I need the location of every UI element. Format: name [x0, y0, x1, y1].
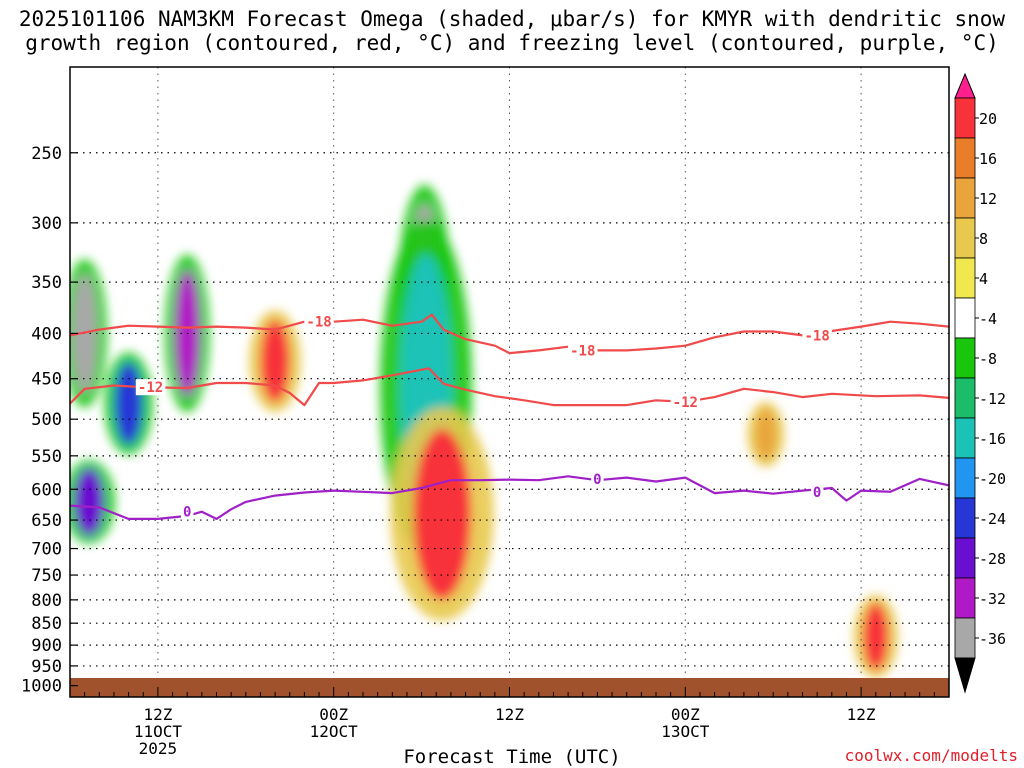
contour-label: -18 — [570, 343, 595, 359]
colorbar-label: 20 — [979, 110, 997, 128]
time-tick-label: 12Z — [495, 705, 524, 724]
omega-shading — [70, 184, 898, 679]
omega-cell — [260, 320, 290, 402]
contour-label-bg — [810, 483, 824, 500]
colorbar-label: -28 — [979, 550, 1006, 568]
omega-cell — [863, 603, 889, 670]
pressure-tick-label: 850 — [31, 614, 62, 634]
colorbar-label: 16 — [979, 150, 997, 168]
contour-line — [70, 367, 949, 407]
colorbar-top-arrow — [954, 72, 976, 99]
contour-label-bg — [670, 393, 701, 410]
contour-label: -12 — [138, 380, 163, 396]
pressure-tick-label: 800 — [31, 591, 62, 611]
pressure-tick-label: 450 — [31, 370, 62, 390]
colorbar-swatch — [954, 337, 976, 379]
omega-cell — [74, 468, 104, 536]
pressure-tick-label: 550 — [31, 447, 62, 467]
omega-cell — [413, 428, 471, 600]
time-tick-label: 00Z — [319, 705, 348, 724]
colorbar-swatch — [954, 257, 976, 299]
time-tick-label: 13OCT — [661, 722, 710, 741]
time-tick-label: 12OCT — [310, 722, 359, 741]
colorbar-label: -8 — [979, 350, 997, 368]
plot-area: -18 -18 -18 -12 -12 0 0 0 — [69, 66, 950, 698]
contour-label-bg — [802, 327, 832, 344]
pressure-tick-label: 300 — [31, 214, 62, 234]
colorbar-swatch — [954, 97, 976, 139]
colorbar-label: -12 — [979, 390, 1006, 408]
pressure-tick-label: 700 — [31, 540, 62, 560]
colorbar-swatch — [954, 177, 976, 219]
contour-label: -18 — [306, 315, 331, 331]
colorbar-swatch — [954, 217, 976, 259]
colorbar-label: -16 — [979, 430, 1006, 448]
pressure-tick-label: 600 — [31, 480, 62, 500]
colorbar-swatch — [954, 497, 976, 539]
time-tick-label: 11OCT — [134, 722, 183, 741]
chart-title-line-2: growth region (contoured, red, °C) and f… — [25, 31, 999, 55]
contour-label: 0 — [813, 485, 821, 501]
colorbar-swatch — [954, 457, 976, 499]
colorbar-swatch — [954, 297, 976, 339]
colorbar-swatch — [954, 137, 976, 179]
contour-label: 0 — [593, 472, 601, 488]
contour-label-bg — [591, 470, 604, 487]
contour-label-bg — [135, 379, 166, 396]
colorbar-swatch — [954, 537, 976, 579]
grid-lines — [70, 67, 949, 697]
colorbar: 20 16 12 8 4 -4 -8 -12 -16 -20 -24 -28 -32 -36 — [954, 72, 1006, 694]
pressure-tick-label: 900 — [31, 636, 62, 656]
website-credit: coolwx.com/modelts — [844, 746, 1018, 765]
time-tick-label: 12Z — [143, 705, 172, 724]
time-tick-label: 2025 — [139, 739, 178, 758]
pressure-tick-label: 350 — [31, 273, 62, 293]
contour-label: -18 — [805, 328, 830, 344]
contour-label: 0 — [183, 505, 191, 521]
contour-line — [70, 313, 949, 355]
omega-cell — [755, 408, 777, 461]
time-tick-label: 12Z — [847, 705, 876, 724]
time-tick-label: 00Z — [671, 705, 700, 724]
pressure-axis: 2503003504004505005506006507007508008509… — [21, 144, 78, 697]
colorbar-label: -4 — [979, 310, 997, 328]
pressure-tick-label: 250 — [31, 144, 62, 164]
contour-label-bg — [568, 342, 598, 359]
colorbar-swatch — [954, 417, 976, 459]
colorbar-swatch — [954, 577, 976, 619]
contour-label-bg — [180, 503, 194, 520]
pressure-tick-label: 650 — [31, 511, 62, 531]
colorbar-swatch — [954, 377, 976, 419]
pressure-tick-label: 1000 — [21, 677, 62, 697]
contour-label-bg — [304, 313, 334, 330]
colorbar-label: -24 — [979, 510, 1006, 528]
colorbar-label: -36 — [979, 630, 1006, 648]
pressure-tick-label: 400 — [31, 324, 62, 344]
colorbar-label: -32 — [979, 590, 1006, 608]
colorbar-label: 8 — [979, 230, 988, 248]
colorbar-label: -20 — [979, 470, 1006, 488]
colorbar-swatch — [954, 617, 976, 659]
colorbar-bottom-arrow — [954, 657, 976, 694]
pressure-tick-label: 500 — [31, 410, 62, 430]
x-axis-label: Forecast Time (UTC) — [403, 746, 621, 768]
temperature-contours: -18 -18 -18 -12 -12 0 0 0 — [70, 313, 949, 521]
pressure-tick-label: 950 — [31, 657, 62, 677]
colorbar-label: 4 — [979, 270, 988, 288]
omega-shading-smooth — [70, 184, 898, 679]
pressure-tick-label: 750 — [31, 566, 62, 586]
contour-label: -12 — [673, 395, 698, 411]
omega-cell — [115, 362, 142, 445]
colorbar-label: 12 — [979, 190, 997, 208]
chart-title-line-1: 2025101106 NAM3KM Forecast Omega (shaded… — [18, 7, 1006, 31]
